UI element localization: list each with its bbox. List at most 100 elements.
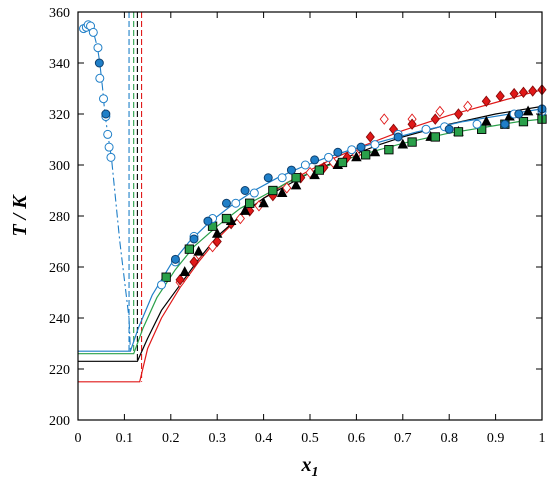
series-4-filled-point-6 — [263, 173, 273, 183]
series-1-filled-point-16 — [495, 90, 505, 102]
series-4-open-point-6 — [249, 188, 259, 198]
series-3-filled-point-6 — [268, 185, 278, 196]
series-4-filled-point-13 — [500, 119, 510, 129]
series-4-filled-point-12 — [444, 124, 454, 134]
series-2-filled-point-6 — [258, 197, 269, 208]
series-2-filled-point-8 — [290, 179, 302, 190]
y-tick-label-3: 240 — [49, 312, 70, 327]
series-1-open-point-13 — [463, 100, 473, 113]
series-3-filled-point-8 — [314, 165, 324, 175]
series-1-filled-point-10 — [365, 131, 375, 143]
series-1-filled-point-18 — [518, 86, 529, 99]
series-4-filled-point-7 — [286, 165, 296, 175]
series-4-open-point-5 — [231, 198, 241, 208]
series-4-open-point-7 — [277, 173, 287, 183]
series-4-curve — [78, 108, 543, 352]
series-4-filled-point-5 — [240, 186, 250, 195]
series-4-filled-point-10 — [356, 142, 366, 152]
series-3-filled-point-7 — [291, 173, 301, 183]
series-3-filled-point-13 — [430, 132, 440, 142]
series-2-filled-point-3 — [211, 227, 223, 238]
x-tick-label-8: 0.7 — [394, 431, 412, 446]
series-4-filled-point-3 — [203, 216, 213, 226]
y-tick-label-7: 320 — [49, 108, 70, 123]
y-tick-label-6: 300 — [49, 159, 70, 174]
series-3-filled-point-2 — [184, 244, 195, 254]
series-4-lowx-open-point-5 — [88, 27, 98, 37]
x-tick-label-4: 0.3 — [208, 431, 226, 446]
series-4-lowx-open-point-6 — [93, 43, 103, 53]
series-4-open-point-10 — [347, 145, 357, 155]
series-3-filled-point-17 — [518, 116, 529, 127]
series-1-open-point-12 — [435, 105, 445, 118]
series-2-filled-point-11 — [351, 151, 362, 162]
series-1-open-point-3 — [207, 240, 218, 253]
series-4-open-point-15 — [472, 119, 482, 129]
x-tick-label-5: 0.4 — [255, 431, 273, 446]
series-4-filled-point-1 — [170, 254, 180, 264]
y-tick-label-9: 360 — [49, 6, 70, 21]
series-4-lowx-open-point-10 — [103, 129, 113, 139]
x-tick-label-3: 0.2 — [162, 431, 180, 446]
series-4-lowx-filled-point-2 — [101, 109, 111, 119]
plot-frame — [77, 11, 543, 421]
y-tick-label-1: 200 — [49, 414, 70, 429]
series-4-open-point-8 — [300, 160, 310, 170]
series-4-lowx-filled-point-1 — [94, 58, 104, 68]
x-tick-label-9: 0.8 — [440, 431, 458, 446]
series-3-filled-point-1 — [161, 272, 171, 282]
series-3-filled-point-5 — [245, 198, 255, 208]
series-1-filled-point-3 — [212, 235, 222, 248]
series-4-open-point-9 — [324, 152, 334, 162]
y-tick-label-4: 260 — [49, 261, 70, 276]
series-3-filled-point-4 — [221, 213, 232, 224]
series-2-filled-point-5 — [239, 204, 251, 215]
series-2-filled-point-7 — [276, 187, 288, 198]
y-axis-title: T / K — [9, 194, 31, 237]
series-2-filled-point-2 — [193, 245, 204, 256]
x-tick-label-2: 0.1 — [116, 431, 134, 446]
series-1-filled-point-14 — [453, 108, 464, 120]
x-tick-label-6: 0.5 — [301, 431, 319, 446]
series-1-open-point-4 — [235, 212, 245, 225]
x-axis-title-subscript: 1 — [312, 465, 319, 480]
x-tick-label-11: 1 — [539, 431, 546, 446]
series-3-filled-point-12 — [407, 137, 417, 147]
series-1-open-point-6 — [282, 182, 292, 194]
series-2-filled-point-1 — [179, 266, 190, 277]
series-1-filled-point-17 — [509, 87, 519, 100]
series-4-lowx-curve — [83, 25, 131, 352]
series-4-filled-point-9 — [333, 147, 343, 157]
x-tick-label-7: 0.6 — [348, 431, 366, 446]
series-3-curve — [78, 118, 543, 355]
x-tick-label-1: 0 — [75, 431, 82, 446]
x-axis-title: x1 — [301, 454, 319, 480]
axes: 0 0.1 0.2 0.3 0.4 0.5 0.6 0.7 0.8 0.9 1 200 220 240 26… — [49, 6, 546, 446]
series-1-filled-point-19 — [528, 85, 538, 97]
series-1-filled-point-1 — [175, 274, 185, 286]
series-2-filled-point-12 — [369, 146, 381, 157]
series-4-filled-point-2 — [189, 234, 199, 244]
plot-content — [78, 12, 547, 383]
y-tick-label-2: 220 — [49, 363, 70, 378]
series-4-filled-point-11 — [393, 132, 403, 142]
y-tick-label-8: 340 — [49, 57, 70, 72]
y-tick-label-5: 280 — [49, 210, 70, 225]
series-4-filled-point-4 — [221, 198, 231, 208]
series-4-open-point-1 — [157, 280, 167, 290]
series-4-lowx-open-point-8 — [99, 94, 109, 104]
series-1-open-point-10 — [379, 113, 389, 125]
series-1-filled-point-15 — [481, 95, 491, 107]
series-3-filled-point-14 — [453, 127, 464, 137]
series-3-filled-point-10 — [361, 150, 371, 160]
series-1-filled-point-12 — [407, 118, 417, 130]
series-4-lowx-open-point-11 — [104, 142, 114, 152]
series-3-filled-point-15 — [477, 124, 487, 134]
x-axis-title-main: x — [301, 454, 312, 476]
series-2-curve — [78, 105, 543, 362]
x-tick-label-10: 0.9 — [487, 431, 505, 446]
series-2-filled-point-13 — [397, 138, 409, 149]
series-4-open-point-11 — [370, 140, 380, 150]
series-4-filled-point-14 — [514, 109, 524, 119]
